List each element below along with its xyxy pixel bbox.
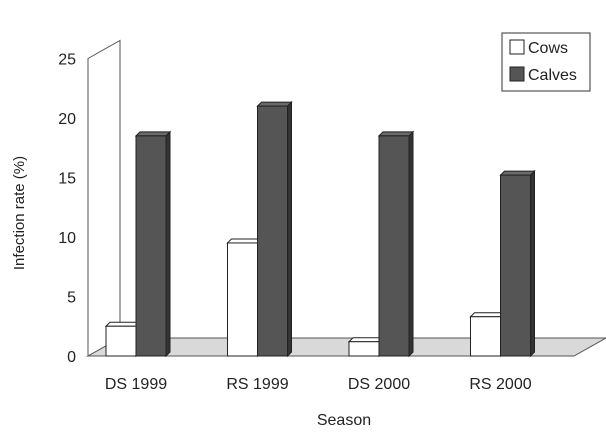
- bar-calves: [134, 130, 172, 358]
- side-wall: [87, 39, 121, 357]
- bar-top: [377, 131, 415, 137]
- bar-top: [347, 337, 385, 343]
- bar-cows: [226, 237, 263, 358]
- x-axis-label: Season: [317, 412, 371, 429]
- bar-front: [227, 242, 258, 357]
- y-tick-label: 5: [67, 290, 76, 307]
- x-tick-label: DS 1999: [105, 376, 167, 393]
- bar-calves: [256, 100, 293, 358]
- x-tick-label: RS 2000: [469, 376, 531, 393]
- bar-top: [469, 312, 506, 318]
- bar-calves: [499, 169, 536, 358]
- y-tick-label: 0: [67, 349, 76, 366]
- bar-front: [500, 174, 531, 357]
- y-axis-label: Infection rate (%): [11, 156, 28, 270]
- bar-top: [134, 131, 172, 137]
- bar-front: [257, 105, 288, 357]
- y-tick-label: 15: [58, 171, 76, 188]
- legend-swatch: [509, 39, 525, 55]
- bar-cows: [104, 321, 142, 358]
- bars: [104, 100, 536, 358]
- y-axis: 0 5 10 15 20 25: [58, 52, 76, 367]
- y-tick-label: 10: [58, 230, 76, 247]
- bar-front: [348, 341, 380, 357]
- bar-side: [287, 100, 292, 358]
- y-tick-label: 25: [58, 52, 76, 69]
- legend-swatch: [509, 66, 525, 82]
- x-tick-label: DS 2000: [348, 376, 410, 393]
- bar-cows: [469, 311, 506, 358]
- bar-top: [499, 170, 536, 176]
- bar-front: [378, 135, 410, 357]
- legend: Cows Calves: [501, 32, 591, 92]
- x-axis: DS 1999 RS 1999 DS 2000 RS 2000: [105, 376, 532, 393]
- bar-top: [104, 321, 142, 327]
- bar-cows: [347, 336, 385, 358]
- bar-front: [105, 325, 137, 357]
- bar-side: [165, 130, 171, 358]
- x-tick-label: RS 1999: [226, 376, 288, 393]
- bar-calves: [377, 130, 415, 358]
- bar-top: [226, 238, 263, 244]
- bar-front: [135, 135, 167, 357]
- legend-label: Cows: [528, 40, 568, 57]
- bar-top: [256, 101, 293, 107]
- bar-front: [470, 316, 501, 357]
- legend-label: Calves: [528, 67, 577, 84]
- y-tick-label: 20: [58, 111, 76, 128]
- bar-side: [408, 130, 414, 358]
- bar-side: [530, 169, 535, 358]
